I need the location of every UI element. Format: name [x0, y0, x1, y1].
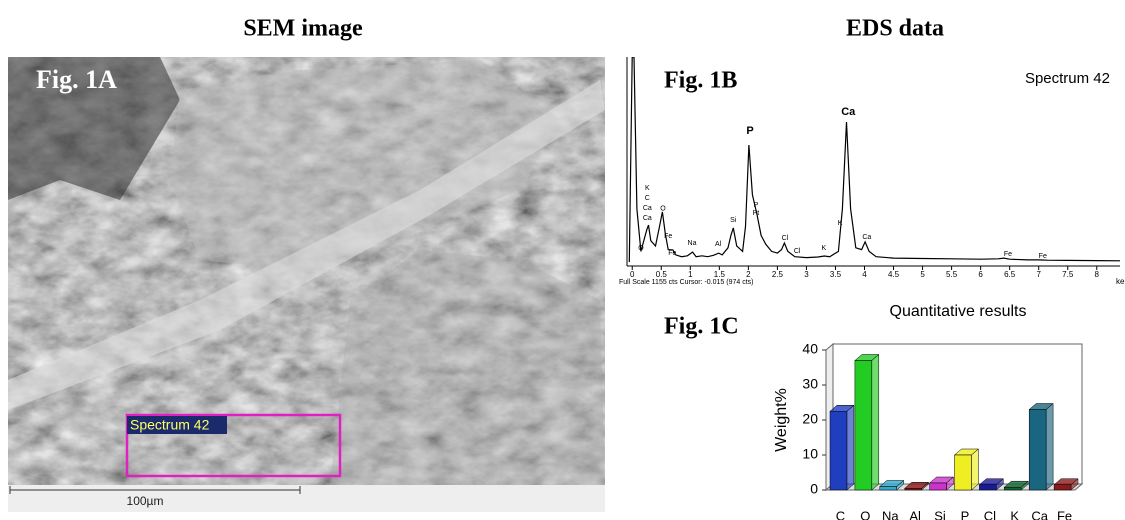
panel-label: Fig. 1C: [664, 314, 739, 340]
panel-label: Fig. 1B: [664, 68, 737, 94]
x-tick-label: 4: [862, 270, 867, 279]
y-axis-label: Weight%: [773, 388, 790, 452]
peak-label: C: [645, 195, 650, 202]
x-tick-label: Al: [909, 508, 921, 520]
x-tick-label: 7.5: [1062, 270, 1074, 279]
peak-label: Ca: [643, 215, 652, 222]
chart-title: Quantitative results: [890, 303, 1027, 320]
peak-label: Fe: [1039, 253, 1047, 260]
peak-label: Si: [730, 217, 737, 224]
peak-label: K: [822, 245, 827, 252]
x-tick-label: 4.5: [888, 270, 900, 279]
panel-title: EDS data: [846, 16, 944, 42]
y-tick-label: 20: [802, 411, 818, 427]
bar-side: [971, 448, 979, 491]
x-tick-label: 3.5: [830, 270, 842, 279]
sem-flake: [170, 60, 560, 270]
bar: [1028, 409, 1047, 491]
spectrum-chart: 0 0.5 1 1.5 2 2.5 3 3.5 4 4.5 5 5.5 6 6.5 7 7.5 8 ke Full …: [619, 57, 1125, 286]
y-tick-label: 0: [810, 481, 818, 497]
x-tick-label: 2: [746, 270, 751, 279]
peak-label: K: [645, 185, 650, 192]
region-label: Spectrum 42: [130, 417, 210, 433]
spectrum-panel: [618, 57, 1125, 290]
y-tick-label: 40: [802, 341, 818, 357]
x-tick-label: 7: [1036, 270, 1041, 279]
footer: Full Scale 1155 cts Cursor: -0.015 (974 …: [619, 279, 753, 286]
x-tick-label: 0.5: [656, 270, 668, 279]
peak-label: O: [660, 206, 666, 213]
x-tick-label: Si: [934, 508, 946, 520]
x-tick-label: Na: [882, 508, 899, 520]
peak-label: P: [746, 125, 753, 137]
x-tick-label: 6: [978, 270, 983, 279]
x-tick-label: 5.5: [946, 270, 958, 279]
x-tick-label: 1: [688, 270, 693, 279]
x-tick-label: 6.5: [1004, 270, 1016, 279]
peak-label: P: [754, 202, 759, 209]
peak-label: O: [638, 245, 644, 252]
peak-label: Fe: [664, 233, 672, 240]
sem-image: [8, 57, 605, 485]
bar-side: [846, 404, 855, 491]
sem-rock: [330, 250, 605, 485]
panel-title: SEM image: [243, 16, 363, 42]
bar-side: [1045, 402, 1054, 491]
peak-label: Ca: [643, 205, 652, 212]
x-tick-label: Cl: [984, 508, 996, 520]
x-axis-label: ke: [1116, 277, 1125, 286]
sem-fiber: [8, 80, 605, 410]
peak-label: Ca: [862, 234, 871, 241]
bar-side: [871, 353, 880, 491]
bar: [929, 482, 947, 491]
region-label-bg: [127, 416, 227, 434]
peak-label: Pt: [753, 210, 760, 217]
peak-label: Fe: [668, 250, 676, 257]
y-tick-label: 10: [802, 446, 818, 462]
peak-label: Fe: [1004, 251, 1012, 258]
x-tick-label: Ca: [1031, 508, 1048, 520]
sem-info-bar: [8, 485, 605, 512]
x-tick-label: O: [860, 508, 870, 520]
x-tick-label: Fe: [1057, 508, 1072, 520]
bar: [904, 488, 922, 491]
x-tick-label: 2.5: [772, 270, 784, 279]
spectrum-line: [628, 57, 1120, 263]
bar-chart: 0 10 20 30 40 Weight% C O Na Al Si P Cl K Ca Fe Quantita…: [664, 303, 1084, 520]
chart-title: Spectrum 42: [1025, 70, 1110, 87]
x-tick-label: 0: [630, 270, 635, 279]
bar: [829, 411, 848, 491]
peak-label: Al: [715, 241, 722, 248]
x-tick-label: K: [1010, 508, 1019, 520]
panel-label: Fig. 1A: [36, 65, 117, 94]
sem-shadow: [8, 57, 180, 200]
bar: [1053, 484, 1072, 491]
bar: [854, 360, 873, 491]
y-tick-label: 30: [802, 376, 818, 392]
x-tick-label: P: [961, 508, 970, 520]
x-tick-label: C: [836, 508, 845, 520]
bar: [979, 484, 997, 491]
peak-label: Cl: [782, 235, 789, 242]
x-tick-label: 1.5: [714, 270, 726, 279]
spectrum-region: [125, 413, 342, 478]
peak-label: Cl: [794, 248, 801, 255]
x-tick-label: 5: [920, 270, 925, 279]
scale-bar-label: 100µm: [127, 494, 164, 508]
peak-label: Ca: [841, 106, 856, 118]
x-tick-label: 3: [804, 270, 809, 279]
peak-label: K: [838, 220, 843, 227]
peak-label: Na: [688, 240, 697, 247]
bar: [879, 486, 897, 491]
bar: [1004, 486, 1022, 491]
x-tick-label: 8: [1095, 270, 1100, 279]
bar: [954, 454, 972, 491]
